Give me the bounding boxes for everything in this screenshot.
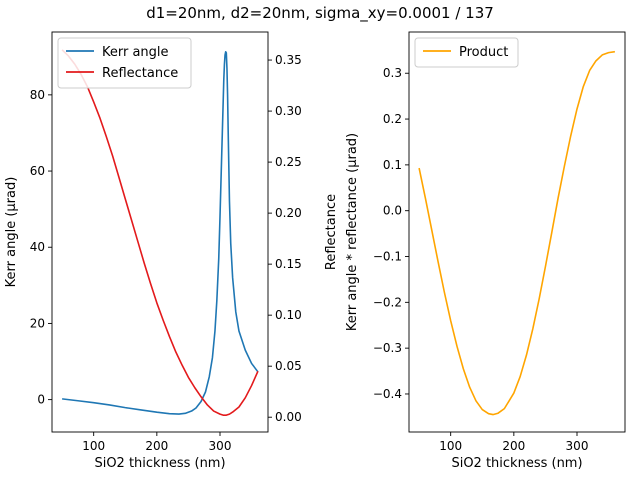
y-tick-label: 40 xyxy=(30,240,45,254)
series-line-product xyxy=(418,50,616,416)
legend-box xyxy=(414,37,519,68)
y-tick-label: 0.0 xyxy=(383,204,402,218)
figure-title: d1=20nm, d2=20nm, sigma_xy=0.0001 / 137 xyxy=(146,4,494,23)
x-axis-label: SiO2 thickness (nm) xyxy=(451,456,582,471)
y-axis-label: Kerr angle * reflectance (µrad) xyxy=(345,133,360,331)
series-line-reflectance xyxy=(61,49,259,416)
y-tick-label: −0.3 xyxy=(373,341,402,355)
series-line-kerr-angle xyxy=(62,51,259,415)
y-tick-label: −0.1 xyxy=(373,250,402,264)
x-tick-label: 100 xyxy=(82,439,105,453)
y-right-tick-label: 0.30 xyxy=(275,104,302,118)
y-right-tick-label: 0.05 xyxy=(275,359,302,373)
y-tick-label: 0.1 xyxy=(383,158,402,172)
y-tick-label: 0.3 xyxy=(383,66,402,80)
x-tick-label: 300 xyxy=(209,439,232,453)
legend-entry: Product xyxy=(459,45,508,60)
y-right-tick-label: 0.15 xyxy=(275,257,302,271)
right-panel: 100 200 300 −0.4 −0.3 −0.2 −0.1 0.0 0.1 0.2 0.3 SiO… xyxy=(345,31,626,471)
x-tick-label: 100 xyxy=(439,439,462,453)
y-tick-label: 60 xyxy=(30,164,45,178)
y-right-tick-label: 0.20 xyxy=(275,206,302,220)
y-tick-label: 80 xyxy=(30,88,45,102)
y-tick-label: 20 xyxy=(30,316,45,330)
legend-entry: Kerr angle xyxy=(102,45,169,60)
y-right-tick-label: 0.25 xyxy=(275,155,302,169)
y-tick-label: −0.4 xyxy=(373,387,402,401)
x-tick-label: 200 xyxy=(502,439,525,453)
y-right-tick-label: 0.00 xyxy=(275,410,302,424)
x-tick-label: 300 xyxy=(566,439,589,453)
left-panel: 100 200 300 0 20 40 60 80 0.00 0.05 0.10 0.15 0.20 0.… xyxy=(4,31,339,471)
y-tick-label: 0 xyxy=(37,393,45,407)
y-tick-label: 0.2 xyxy=(383,112,402,126)
y-axis-label: Kerr angle (µrad) xyxy=(4,177,19,288)
y-right-tick-label: 0.10 xyxy=(275,308,302,322)
x-tick-label: 200 xyxy=(145,439,168,453)
y-right-tick-label: 0.35 xyxy=(275,53,302,67)
plot-frame xyxy=(408,31,626,433)
y-tick-label: −0.2 xyxy=(373,295,402,309)
y-right-axis-label: Reflectance xyxy=(324,194,339,270)
plot-frame xyxy=(51,31,269,433)
legend-entry: Reflectance xyxy=(102,66,178,81)
x-axis-label: SiO2 thickness (nm) xyxy=(94,456,225,471)
